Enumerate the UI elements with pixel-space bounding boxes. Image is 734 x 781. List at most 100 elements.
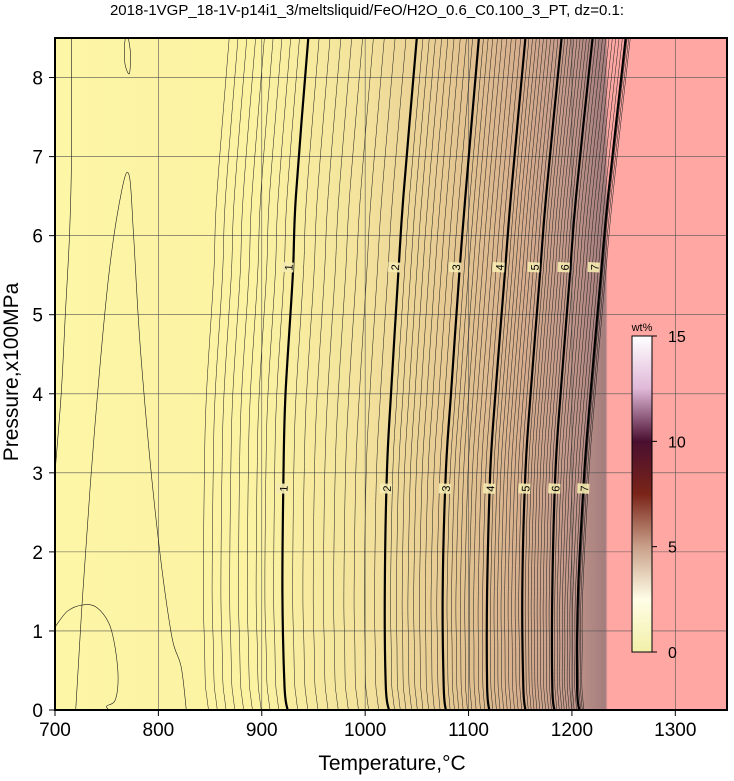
contour-line-minor-22 — [413, 38, 449, 710]
contour-label-7: 4 — [485, 485, 497, 492]
contour-line-minor-29 — [455, 38, 494, 710]
contour-label-9: 5 — [520, 485, 532, 492]
contour-line-minor-37 — [493, 38, 533, 710]
contour-label-group-6: 4 — [492, 261, 507, 273]
plot-frame — [54, 37, 728, 711]
contour-line-minor-20 — [401, 38, 436, 710]
labeled-contour-layer — [281, 38, 627, 710]
contour-line-minor-48 — [533, 38, 575, 710]
contour-line-minor-40 — [504, 38, 544, 710]
x-tick-label-5: 1200 — [551, 720, 593, 741]
contour-line-minor-47 — [530, 38, 572, 710]
y-tick-label-1: 1 — [32, 622, 43, 643]
x-tick-label-6: 1300 — [654, 720, 696, 741]
contour-line-minor-30 — [460, 38, 498, 710]
contour-line-minor-12 — [323, 38, 352, 710]
contour-line-minor-59 — [566, 38, 613, 710]
x-tick-label-1: 800 — [143, 720, 175, 741]
contour-line-7 — [575, 38, 627, 710]
contour-line-minor-66 — [55, 38, 72, 473]
colorbar-ticks: 0 5 10 15 — [652, 329, 686, 662]
y-tick-label-4: 4 — [32, 385, 43, 406]
contour-label-group-7: 4 — [482, 483, 497, 494]
x-tick-label-4: 1100 — [448, 720, 489, 741]
y-tick-label-8: 8 — [32, 69, 43, 90]
contour-line-minor-41 — [507, 38, 548, 710]
contour-line-minor-42 — [511, 38, 551, 710]
contour-line-minor-13 — [333, 38, 363, 710]
contour-line-minor-24 — [424, 38, 461, 710]
contour-line-minor-2 — [220, 38, 248, 710]
contour-line-minor-7 — [264, 38, 291, 710]
contour-line-minor-39 — [500, 38, 541, 710]
contour-line-minor-10 — [302, 38, 331, 710]
contour-line-minor-58 — [564, 38, 610, 710]
contour-label-group-12: 7 — [587, 261, 602, 273]
colorbar-tick-label-0: 0 — [668, 645, 677, 662]
contour-line-4 — [485, 38, 527, 710]
contour-label-group-11: 6 — [548, 483, 563, 494]
contour-line-minor-0 — [203, 38, 230, 710]
contour-label-group-8: 5 — [527, 261, 542, 273]
colorbar-title: wt% — [631, 322, 653, 334]
contour-label-0: 1 — [283, 264, 295, 271]
contour-line-minor-57 — [561, 38, 607, 710]
contour-label-4: 3 — [451, 264, 463, 271]
contour-line-minor-65 — [581, 38, 631, 710]
contour-line-1 — [281, 38, 310, 710]
plot-area: 1 1 2 2 3 3 4 4 5 5 6 6 7 7 — [55, 38, 727, 710]
contour-line-minor-6 — [255, 38, 283, 710]
contour-label-2: 2 — [390, 264, 402, 271]
colorbar-tick-label-3: 15 — [668, 329, 686, 346]
contour-line-minor-61 — [571, 38, 620, 710]
y-tick-label-7: 7 — [32, 148, 43, 169]
contour-line-minor-28 — [451, 38, 489, 710]
contour-line-minor-9 — [292, 38, 320, 710]
contour-line-minor-51 — [542, 38, 584, 710]
colorbar-tick-label-2: 10 — [668, 434, 686, 451]
contour-line-minor-43 — [514, 38, 555, 710]
contour-line-minor-32 — [468, 38, 508, 710]
contour-line-minor-31 — [464, 38, 503, 710]
contour-line-minor-5 — [247, 38, 274, 710]
grid-layer — [55, 38, 727, 710]
x-tick-label-0: 700 — [39, 720, 71, 741]
contour-line-minor-60 — [569, 38, 617, 710]
contour-label-10: 6 — [560, 264, 572, 271]
y-tick-label-2: 2 — [32, 543, 43, 564]
contour-line-minor-34 — [477, 38, 517, 710]
minor-contour-layer — [55, 38, 631, 710]
y-axis-label: Pressure,x100MPa — [0, 282, 23, 461]
contour-label-group-0: 1 — [281, 261, 296, 273]
y-tick-label-5: 5 — [32, 306, 43, 327]
contour-line-minor-16 — [364, 38, 396, 710]
contour-line-minor-56 — [559, 38, 603, 710]
contour-line-minor-50 — [539, 38, 581, 710]
contour-line-minor-14 — [343, 38, 374, 710]
contour-line-minor-62 — [574, 38, 623, 710]
contour-line-minor-69 — [123, 38, 131, 75]
heatmap-background — [55, 38, 727, 710]
colorbar-tick-label-1: 5 — [668, 540, 677, 557]
x-axis-ticks: 700 800 900 1000 1100 1200 1300 — [39, 710, 696, 741]
contour-label-11: 6 — [550, 485, 562, 492]
contour-label-layer: 1 1 2 2 3 3 4 4 5 5 6 6 7 7 — [276, 261, 602, 494]
contour-label-group-1: 1 — [276, 483, 291, 494]
contour-label-group-2: 2 — [387, 261, 402, 273]
contour-line-minor-1 — [211, 38, 239, 710]
contour-line-minor-4 — [238, 38, 265, 710]
contour-line-minor-68 — [55, 604, 119, 710]
contour-label-group-3: 2 — [379, 483, 394, 494]
contour-line-minor-36 — [490, 38, 530, 710]
contour-label-group-9: 5 — [518, 483, 533, 494]
contour-line-minor-27 — [446, 38, 484, 710]
contour-line-minor-26 — [436, 38, 473, 710]
contour-line-minor-49 — [536, 38, 578, 710]
x-tick-label-2: 900 — [246, 720, 278, 741]
contour-line-minor-17 — [374, 38, 407, 710]
contour-label-6: 4 — [494, 264, 506, 271]
contour-line-minor-64 — [579, 38, 630, 710]
contour-label-group-4: 3 — [448, 261, 463, 273]
